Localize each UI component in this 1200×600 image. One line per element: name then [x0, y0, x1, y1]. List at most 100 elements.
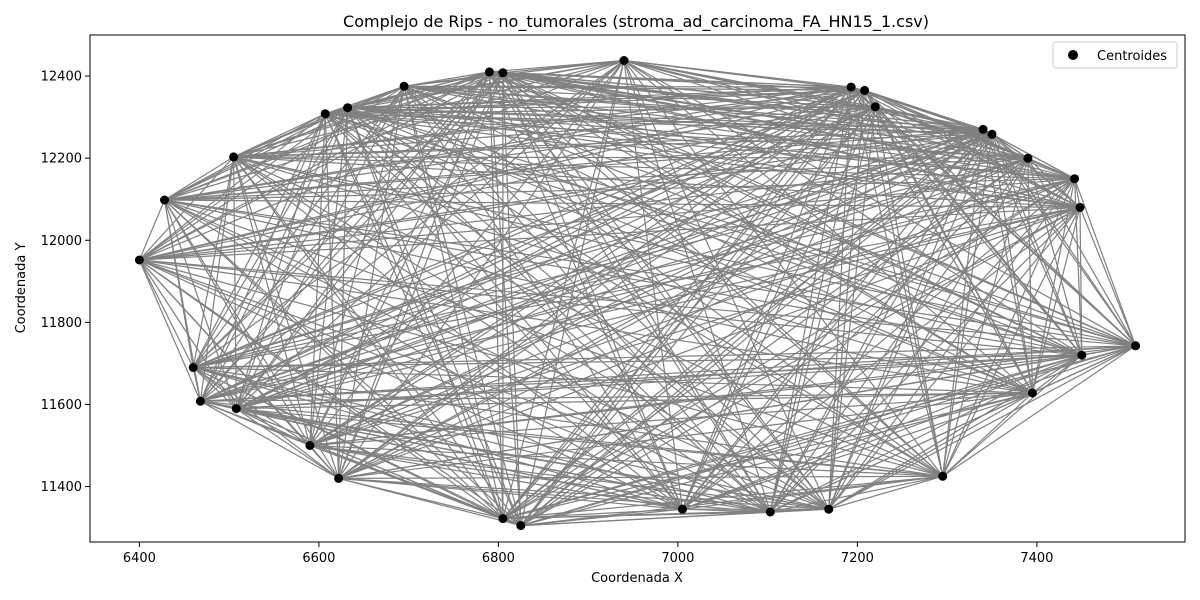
centroid-point: [188, 363, 198, 372]
centroid-point: [516, 521, 526, 531]
rips-edge: [138, 259, 194, 368]
centroid-point: [978, 124, 988, 134]
rips-edge: [1079, 207, 1083, 356]
rips-edge: [991, 133, 1081, 208]
centroid-point: [229, 152, 239, 162]
rips-edge: [991, 134, 1083, 356]
rips-edge: [681, 129, 984, 510]
rips-edge: [233, 85, 405, 158]
rips-edge: [338, 477, 683, 510]
rips-edge: [991, 134, 1033, 394]
rips-edge: [502, 72, 1033, 394]
rips-edge: [682, 178, 1075, 510]
rips-edge: [236, 106, 876, 410]
rips-edge: [502, 354, 1082, 520]
rips-edge: [309, 107, 349, 446]
rips-edge: [502, 157, 1029, 520]
rips-edge: [139, 107, 348, 261]
rips-edge: [309, 354, 1082, 447]
y-tick-label: 12200: [41, 152, 82, 167]
rips-edge: [991, 133, 1029, 159]
rips-edge: [1032, 354, 1083, 394]
rips-edge: [192, 156, 235, 368]
rips-edge: [681, 106, 876, 510]
rips-edge: [235, 107, 349, 409]
y-tick-label: 12000: [41, 234, 82, 249]
rips-edge: [520, 345, 1136, 527]
rips-edge: [138, 199, 166, 261]
rips-edge: [874, 106, 1137, 347]
centroid-point: [765, 507, 775, 517]
rips-edge: [139, 206, 1081, 261]
rips-edge: [1027, 158, 1033, 394]
rips-edge: [309, 157, 1029, 447]
rips-edge: [347, 107, 1082, 356]
rips-edge: [324, 113, 504, 519]
rips-edge: [403, 85, 944, 477]
centroid-point: [160, 195, 169, 205]
centroid-point: [343, 103, 353, 113]
legend-box: [1052, 41, 1178, 69]
rips-edge: [164, 199, 1136, 347]
rips-edge: [199, 72, 504, 402]
rips-edge: [324, 113, 830, 510]
rips-edge: [502, 86, 852, 519]
rips-edge: [325, 113, 1028, 159]
rips-edge: [233, 156, 943, 477]
centroid-point: [1070, 174, 1080, 184]
rips-edge: [1074, 178, 1137, 347]
rips-edge: [769, 86, 852, 513]
rips-edge: [309, 113, 326, 446]
rips-edge: [502, 392, 1033, 520]
rips-edge: [681, 133, 993, 510]
centroid-point: [677, 504, 687, 514]
rips-edge: [235, 408, 339, 479]
rips-edge: [520, 354, 1082, 527]
rips-edge: [347, 85, 405, 109]
y-tick-label: 12400: [41, 70, 82, 85]
rips-edge: [192, 60, 625, 368]
rips-edge: [338, 71, 490, 479]
rips-edge: [502, 72, 865, 91]
rips-edge: [233, 156, 522, 526]
rips-edge: [488, 71, 683, 510]
rips-edge: [192, 107, 349, 368]
rips-edge: [347, 107, 771, 513]
centroid-point: [860, 85, 870, 95]
legend-marker: [1068, 50, 1078, 60]
rips-edge: [403, 85, 830, 510]
rips-edge: [1074, 178, 1081, 208]
rips-edge: [404, 85, 1075, 180]
rips-edge: [1031, 207, 1081, 394]
y-axis-label: Coordenada Y: [14, 243, 29, 334]
centroid-point: [399, 81, 409, 91]
rips-edge: [864, 89, 1081, 208]
rips-edge: [502, 72, 1081, 208]
rips-edge: [942, 134, 993, 477]
rips-edge: [681, 157, 1029, 510]
rips-edge: [403, 85, 683, 510]
rips-edge: [623, 60, 1033, 394]
y-tick-label: 11400: [41, 480, 82, 495]
rips-edge: [623, 60, 771, 513]
rips-edge: [875, 106, 993, 135]
legend: Centroides: [1052, 41, 1178, 69]
x-axis-label: Coordenada X: [591, 571, 683, 586]
rips-edge: [982, 129, 1137, 347]
rips-edge: [236, 408, 943, 477]
rips-edge: [502, 206, 1081, 520]
rips-edge: [828, 178, 1076, 510]
rips-edge: [623, 60, 830, 510]
rips-edge: [850, 86, 944, 477]
rips-edge: [623, 59, 993, 135]
rips-edge: [488, 71, 522, 526]
rips-edge: [325, 113, 993, 135]
rips-edge: [235, 71, 490, 409]
rips-edge: [520, 60, 625, 526]
rips-edge: [828, 87, 852, 510]
rips-edge: [488, 71, 830, 510]
rips-edge: [199, 85, 405, 402]
rips-edge: [770, 508, 829, 513]
centroid-point: [334, 473, 344, 483]
rips-edge: [233, 156, 237, 409]
